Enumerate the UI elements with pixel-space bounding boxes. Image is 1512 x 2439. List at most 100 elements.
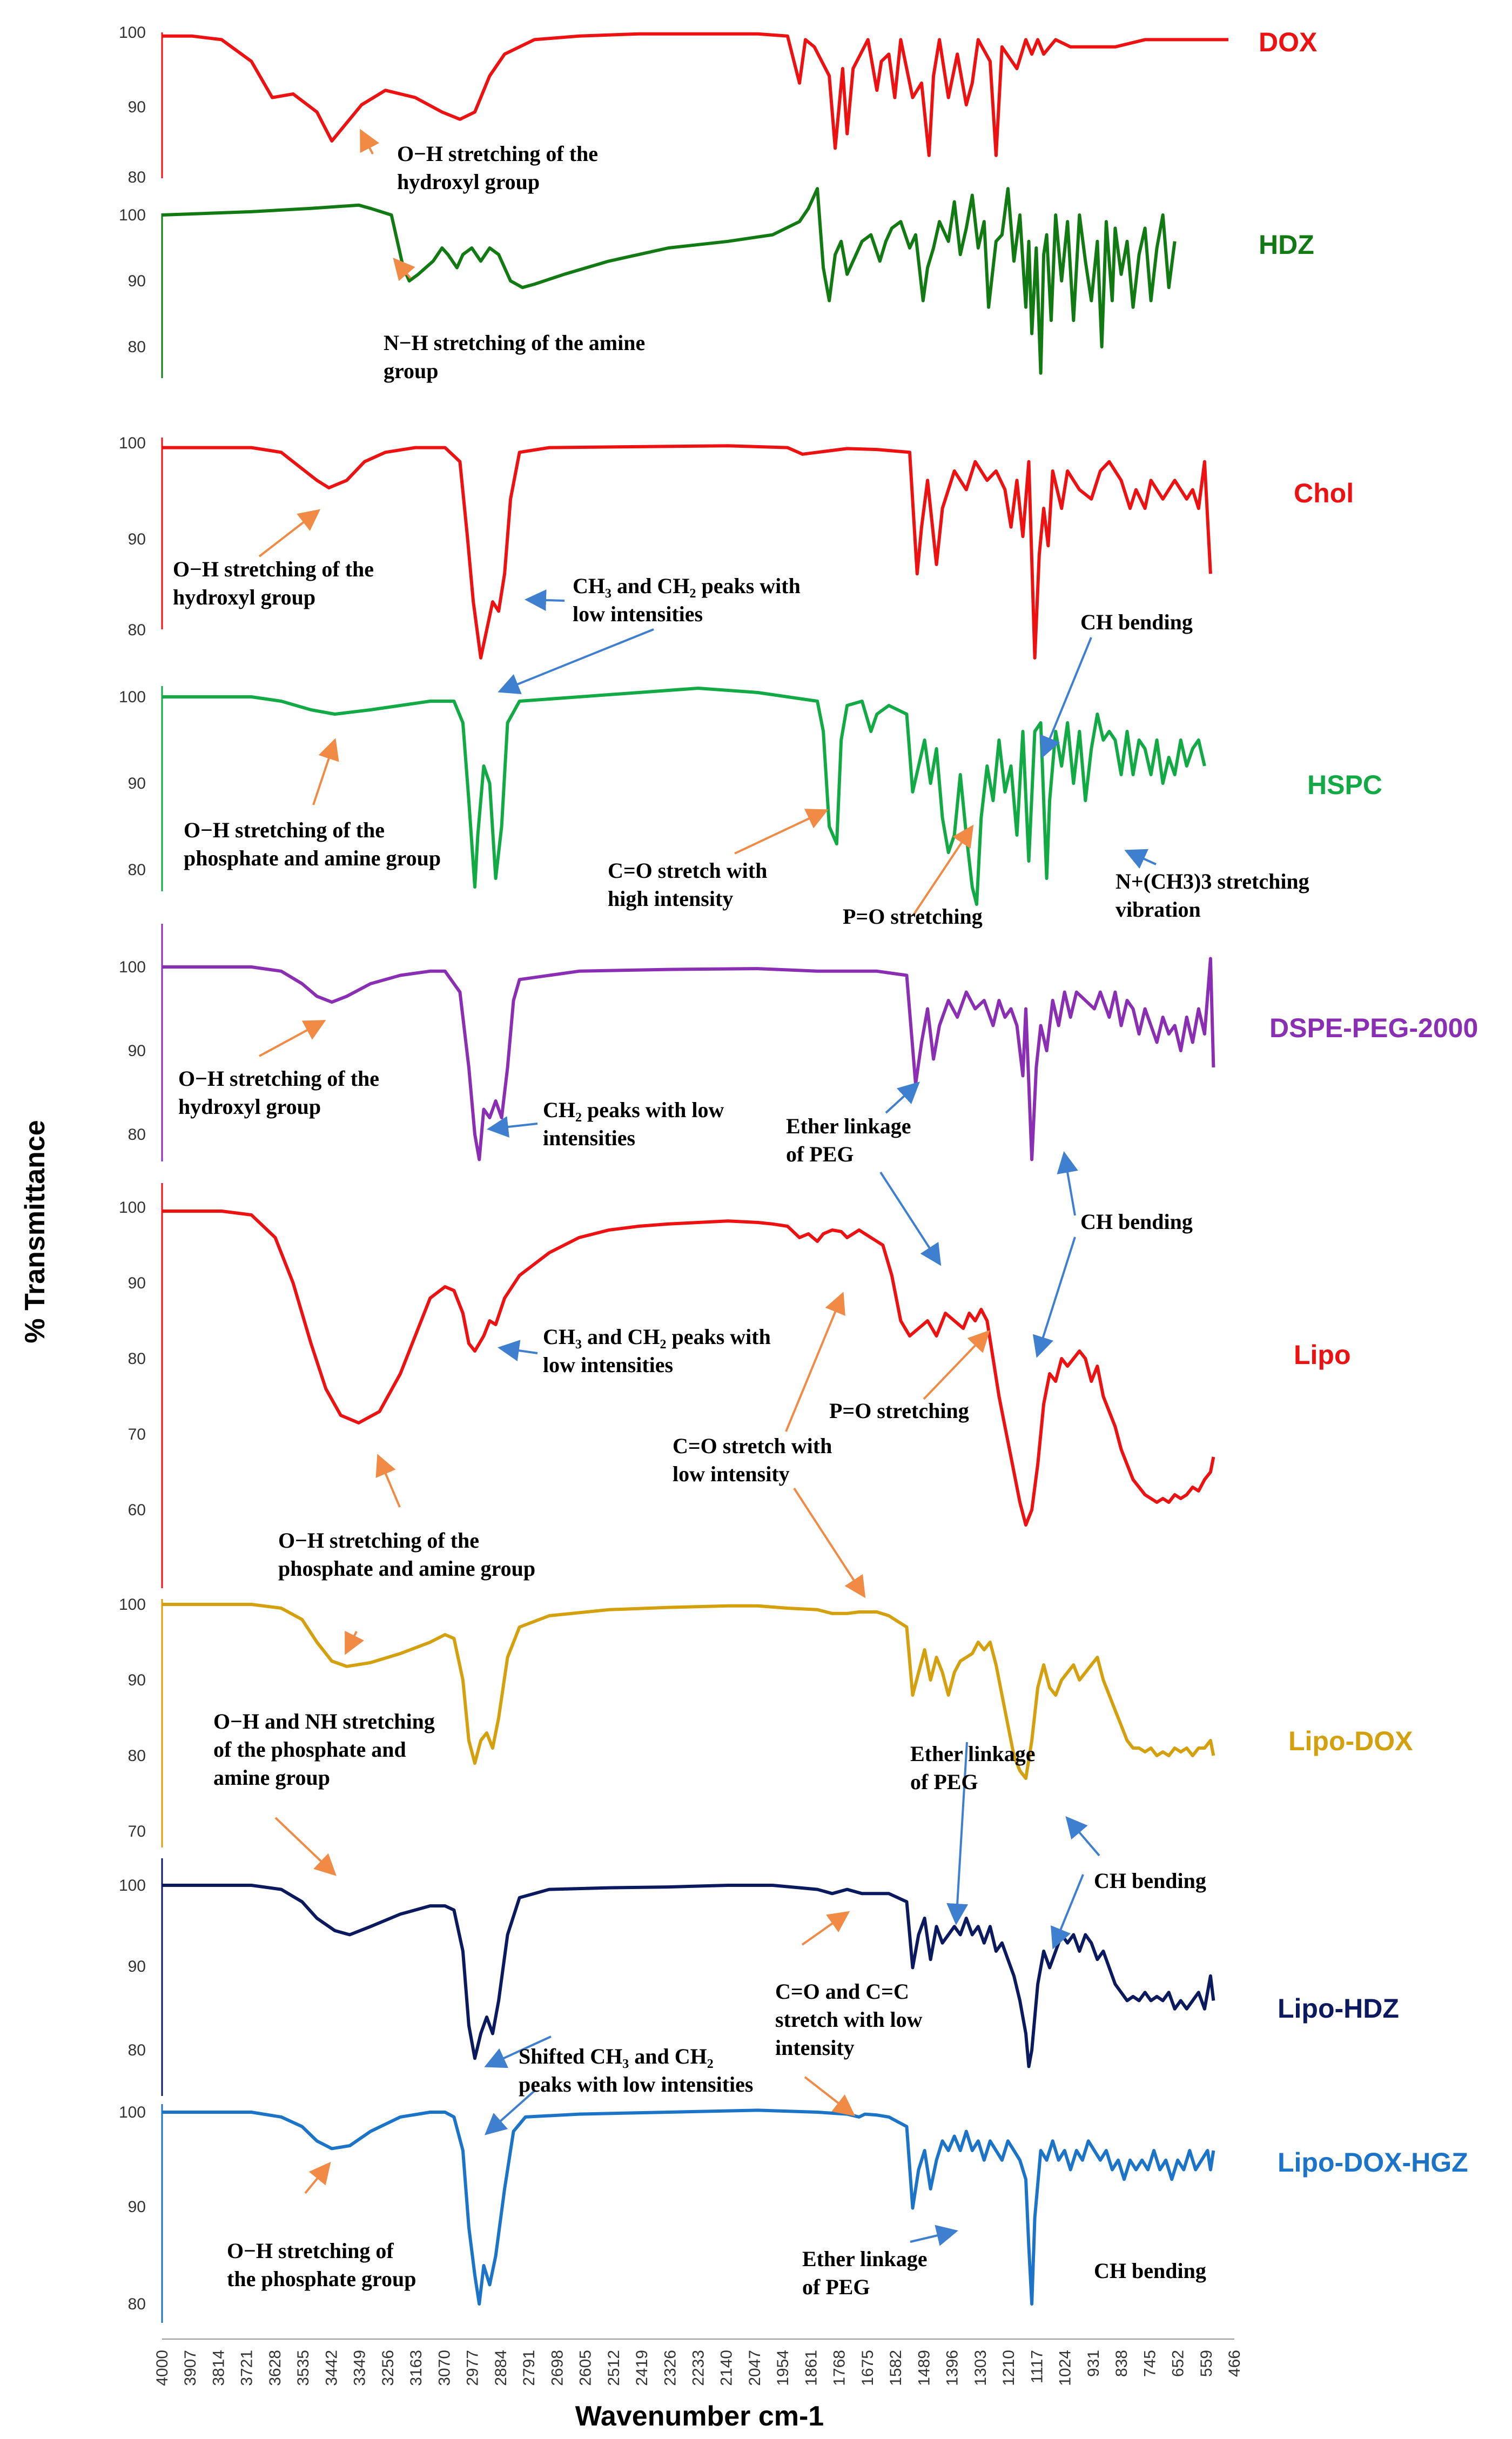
annotation-hspc-oh: O−H stretching of the xyxy=(184,818,385,842)
annotation-arrow xyxy=(360,129,380,154)
x-tick-label: 931 xyxy=(1085,2350,1103,2377)
annotation-hgz-ether: Ether linkage xyxy=(802,2247,928,2271)
y-tick-label-lipo: 100 xyxy=(119,1199,146,1217)
annotation-arrow xyxy=(912,824,974,917)
y-tick-label-chol: 100 xyxy=(119,434,146,452)
spectrum-line-hdz xyxy=(162,187,1177,375)
annotation-dspe-bend: CH bending xyxy=(1080,1210,1193,1234)
x-tick-label: 1675 xyxy=(859,2350,877,2386)
annotation-chol-oh: hydroxyl group xyxy=(173,585,315,609)
y-tick-label-hspc: 80 xyxy=(128,861,146,879)
x-tick-label: 2884 xyxy=(492,2350,510,2386)
x-tick-label: 466 xyxy=(1226,2350,1244,2377)
spectrum-line-lipo xyxy=(162,1210,1215,1527)
x-tick-label: 2977 xyxy=(464,2350,482,2386)
y-tick-label-hspc: 100 xyxy=(119,688,146,706)
x-tick-label: 652 xyxy=(1170,2350,1187,2377)
series-label-hdz: HDZ xyxy=(1259,230,1314,260)
y-tick-label-hdz: 90 xyxy=(128,272,146,290)
annotation-arrow xyxy=(375,1454,401,1508)
x-tick-label: 2419 xyxy=(633,2350,651,2386)
y-tick-label-hspc: 90 xyxy=(128,775,146,792)
annotation-dox-oh: O−H stretching of the xyxy=(397,142,598,166)
x-tick-label: 1489 xyxy=(915,2350,933,2386)
annotation-hgz-ether: of PEG xyxy=(802,2275,870,2299)
annotation-arrow xyxy=(785,1292,845,1432)
annotation-lipodox-ether: Ether linkage xyxy=(910,1742,1036,1766)
y-tick-label-lipodoxhgz: 80 xyxy=(128,2295,146,2313)
y-tick-label-dspe: 100 xyxy=(119,958,146,976)
x-tick-label: 2047 xyxy=(746,2350,764,2386)
y-tick-label-dox: 100 xyxy=(119,24,146,42)
series-label-lipodox: Lipo-DOX xyxy=(1288,1726,1413,1756)
spectrum-line-dspe xyxy=(162,957,1215,1161)
annotation-chol-oh: O−H stretching of the xyxy=(173,557,374,581)
spectrum-line-hspc xyxy=(162,687,1206,906)
annotation-lipohdz-co: stretch with low xyxy=(775,2007,923,2032)
annotation-chol-ch: CH₃ and CH₂ peaks with xyxy=(573,574,801,598)
series-label-lipohdz: Lipo-HDZ xyxy=(1278,1993,1399,2024)
annotation-lipo-oh: phosphate and amine group xyxy=(278,1556,535,1581)
series-label-chol: Chol xyxy=(1294,478,1354,508)
annotation-arrow xyxy=(259,1020,326,1057)
y-tick-label-lipohdz: 100 xyxy=(119,1877,146,1894)
y-tick-label-lipodox: 80 xyxy=(128,1747,146,1765)
y-tick-label-chol: 80 xyxy=(128,621,146,639)
annotation-arrow xyxy=(1065,1816,1100,1857)
x-tick-label: 1303 xyxy=(972,2350,990,2386)
annotation-chol-bend: CH bending xyxy=(1080,610,1193,634)
annotation-lipo-co: low intensity xyxy=(673,1462,790,1486)
annotation-arrow xyxy=(498,1340,538,1361)
annotation-arrow xyxy=(525,589,565,612)
annotation-arrow xyxy=(485,2089,536,2135)
annotation-arrow xyxy=(1124,849,1157,869)
x-tick-label: 3721 xyxy=(238,2350,256,2386)
annotation-arrow xyxy=(487,1116,538,1138)
annotation-dspe-ch: intensities xyxy=(543,1126,635,1150)
x-tick-label: 3628 xyxy=(266,2350,284,2386)
annotation-arrow xyxy=(885,1081,920,1114)
x-tick-label: 3349 xyxy=(351,2350,369,2386)
annotation-dspe-oh: hydroxyl group xyxy=(178,1094,321,1119)
series-label-dspe: DSPE-PEG-2000 xyxy=(1269,1013,1478,1043)
annotation-arrow xyxy=(1057,1151,1078,1216)
annotation-lipo-oh: O−H stretching of the xyxy=(278,1528,479,1553)
annotation-arrow xyxy=(345,1630,364,1655)
annotation-lipo-po: P=O stretching xyxy=(829,1399,969,1423)
annotation-hgz-bend: CH bending xyxy=(1094,2259,1206,2283)
annotation-dspe-ether: Ether linkage xyxy=(786,1114,911,1138)
annotation-dspe-ether: of PEG xyxy=(786,1142,854,1166)
series-label-dox: DOX xyxy=(1259,27,1317,57)
annotation-hgz-oh: O−H stretching of xyxy=(227,2239,394,2263)
x-tick-label: 1396 xyxy=(944,2350,962,2386)
annotation-hspc-n: N+(CH3)3 stretching xyxy=(1115,869,1309,893)
y-tick-label-lipo: 60 xyxy=(128,1501,146,1519)
annotation-arrow xyxy=(910,2225,958,2246)
annotation-hspc-oh: phosphate and amine group xyxy=(184,846,441,870)
y-tick-label-dox: 90 xyxy=(128,98,146,116)
annotation-lipohdz-co: intensity xyxy=(775,2035,855,2060)
x-tick-label: 3070 xyxy=(435,2350,453,2386)
spectrum-line-lipodox xyxy=(162,1603,1215,1780)
annotation-arrow xyxy=(312,738,339,805)
y-tick-label-lipo: 90 xyxy=(128,1274,146,1292)
annotation-lipohdz-co: C=O and C=C xyxy=(775,1979,909,2004)
annotation-lipodox-ether: of PEG xyxy=(910,1770,978,1794)
x-tick-label: 1582 xyxy=(887,2350,905,2386)
annotation-dox-oh: hydroxyl group xyxy=(397,170,540,194)
spectrum-line-chol xyxy=(162,444,1212,660)
spectrum-line-lipohdz xyxy=(162,1884,1215,2068)
x-tick-label: 3256 xyxy=(379,2350,397,2386)
spectrum-line-lipodoxhgz xyxy=(162,2108,1215,2306)
annotation-lipodox-oh: of the phosphate and xyxy=(213,1737,406,1762)
y-tick-label-lipo: 80 xyxy=(128,1350,146,1368)
y-tick-label-lipohdz: 90 xyxy=(128,1958,146,1976)
annotation-lipo-co: C=O stretch with xyxy=(673,1434,832,1458)
y-tick-label-lipodox: 70 xyxy=(128,1823,146,1840)
spectrum-line-dox xyxy=(162,32,1228,157)
annotation-lipodox-oh: amine group xyxy=(213,1765,330,1790)
x-tick-label: 2605 xyxy=(577,2350,595,2386)
x-tick-label: 4000 xyxy=(153,2350,171,2386)
